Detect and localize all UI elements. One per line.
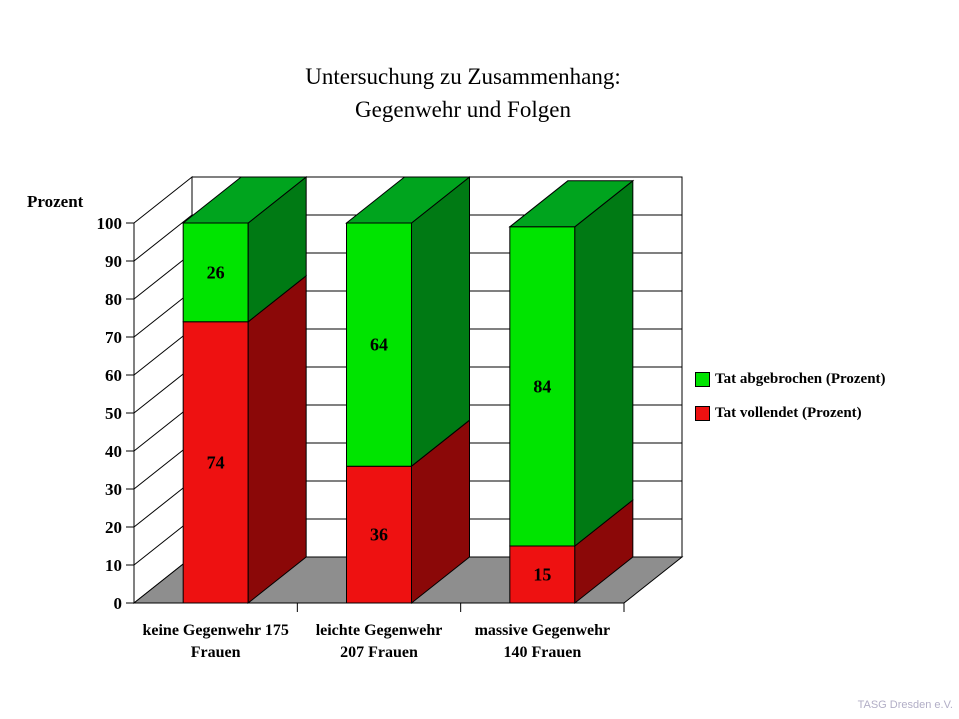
y-axis-tick-label: 70 [105, 328, 122, 347]
legend-label-vollendet: Tat vollendet (Prozent) [715, 405, 862, 421]
category-label-line2: Frauen [191, 644, 241, 661]
bar-top-abgebrochen [345, 176, 471, 224]
legend-item-vollendet: Tat vollendet (Prozent) [695, 405, 886, 422]
footer-credit: TASG Dresden e.V. [857, 699, 953, 711]
y-axis-tick-label: 30 [105, 480, 122, 499]
legend-item-abgebrochen: Tat abgebrochen (Prozent) [695, 371, 886, 388]
bar-top-abgebrochen [508, 180, 635, 228]
y-axis-tick-label: 100 [97, 214, 123, 233]
y-axis-tick-label: 80 [105, 290, 122, 309]
left-wall-gridline [133, 290, 193, 338]
bar-value-label: 26 [207, 262, 225, 282]
left-wall-gridline [133, 328, 193, 376]
left-wall-gridline [133, 252, 193, 300]
legend-label-abgebrochen: Tat abgebrochen (Prozent) [715, 371, 886, 387]
bar-value-label: 64 [370, 335, 388, 355]
y-axis-tick-label: 50 [105, 404, 122, 423]
chart-title: Untersuchung zu Zusammenhang: Gegenwehr … [113, 60, 813, 126]
left-wall-gridline [133, 214, 193, 262]
y-axis-tick-label: 20 [105, 518, 122, 537]
bar-value-label: 74 [207, 452, 225, 472]
legend-swatch-red [695, 406, 710, 421]
bar-top-abgebrochen [181, 176, 308, 224]
bar-value-label: 15 [533, 565, 551, 585]
left-wall-gridline [133, 366, 193, 414]
y-axis-tick-label: 10 [105, 556, 122, 575]
bar-segment-side-abgebrochen [411, 175, 470, 468]
left-wall-gridline [133, 442, 193, 490]
category-label-line2: 140 Frauen [503, 644, 581, 661]
bar-segment-side-abgebrochen [574, 179, 634, 548]
legend: Tat abgebrochen (Prozent) Tat vollendet … [695, 371, 886, 439]
left-wall-gridline [133, 404, 193, 452]
y-axis-tick-label: 60 [105, 366, 122, 385]
bar-value-label: 84 [533, 376, 551, 396]
y-axis-tick-label: 40 [105, 442, 122, 461]
left-wall-gridline [133, 480, 193, 528]
chart-title-line1: Untersuchung zu Zusammenhang: [305, 64, 621, 89]
left-wall-gridline [133, 518, 193, 566]
chart-title-line2: Gegenwehr und Folgen [355, 97, 571, 122]
category-label-line2: 207 Frauen [340, 644, 418, 661]
y-axis-tick-label: 90 [105, 252, 122, 271]
y-axis-tick-label: 0 [114, 594, 123, 613]
category-label-line1: keine Gegenwehr 175 [142, 622, 288, 639]
legend-swatch-green [695, 372, 710, 387]
y-axis-title: Prozent [27, 192, 84, 211]
category-label-line1: leichte Gegenwehr [316, 622, 443, 639]
category-label-line1: massive Gegenwehr [475, 622, 611, 639]
bar-value-label: 36 [370, 525, 388, 545]
bar-segment-side-vollendet [247, 274, 307, 605]
